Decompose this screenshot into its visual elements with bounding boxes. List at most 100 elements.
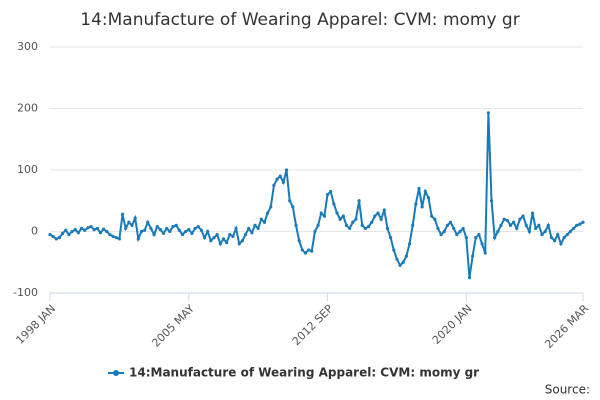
point	[407, 242, 412, 246]
point	[152, 232, 156, 237]
point	[530, 211, 535, 215]
point	[161, 231, 166, 235]
point	[461, 226, 465, 231]
point	[512, 220, 516, 224]
point	[48, 232, 52, 237]
point	[136, 237, 140, 241]
point	[382, 208, 386, 212]
point	[57, 236, 62, 240]
point	[225, 240, 229, 245]
point	[568, 229, 572, 234]
point	[423, 189, 427, 194]
point	[565, 232, 569, 237]
point	[212, 236, 216, 240]
point	[221, 237, 226, 241]
point	[448, 220, 453, 224]
point	[307, 248, 311, 252]
point	[351, 220, 355, 224]
point	[329, 189, 333, 194]
point	[139, 229, 144, 234]
point	[496, 229, 500, 234]
point	[51, 234, 55, 239]
point	[240, 239, 244, 243]
point	[411, 223, 415, 227]
point	[493, 236, 497, 240]
point	[284, 168, 289, 172]
point	[291, 205, 295, 209]
point	[196, 224, 200, 229]
point	[231, 234, 235, 239]
point	[325, 193, 330, 197]
point	[332, 202, 336, 206]
point	[120, 212, 125, 216]
point	[281, 180, 285, 184]
point	[61, 231, 65, 235]
point	[262, 220, 267, 224]
point	[253, 223, 257, 227]
point	[206, 229, 210, 234]
y-tick-label: 300	[17, 40, 38, 53]
point	[442, 229, 446, 234]
point	[275, 177, 279, 181]
point	[272, 183, 276, 187]
point	[102, 227, 106, 231]
point	[202, 236, 207, 240]
point	[278, 174, 282, 178]
point	[464, 236, 468, 240]
point	[354, 217, 358, 221]
point	[310, 249, 314, 253]
point	[215, 232, 219, 237]
point	[228, 232, 232, 237]
point	[527, 229, 531, 234]
point	[64, 228, 68, 232]
point	[546, 223, 550, 227]
point	[445, 223, 449, 227]
point	[524, 223, 528, 227]
legend-label: 14:Manufacture of Wearing Apparel: CVM: …	[129, 366, 479, 380]
point	[193, 226, 197, 231]
point	[98, 231, 103, 235]
point	[556, 232, 560, 237]
point	[168, 229, 172, 234]
point	[571, 226, 576, 231]
chart-title: 14:Manufacture of Wearing Apparel: CVM: …	[80, 10, 519, 30]
point	[190, 231, 194, 235]
point	[537, 223, 541, 227]
point	[534, 226, 538, 231]
point	[404, 254, 408, 258]
point	[319, 211, 323, 215]
point	[341, 214, 345, 218]
point	[505, 218, 509, 223]
point	[124, 226, 128, 231]
point	[370, 220, 374, 224]
point	[247, 226, 251, 231]
point	[269, 205, 273, 209]
point	[86, 226, 90, 230]
point	[477, 232, 481, 237]
point	[515, 226, 519, 231]
y-tick-label: 0	[31, 225, 38, 238]
point	[439, 232, 443, 237]
point	[146, 220, 150, 224]
point	[294, 223, 298, 227]
point	[389, 236, 393, 240]
point	[288, 199, 292, 203]
y-tick-label: -100	[13, 286, 38, 299]
point	[508, 223, 513, 227]
point	[376, 211, 380, 215]
point	[401, 260, 405, 264]
point	[575, 223, 579, 227]
point	[143, 228, 147, 232]
point	[114, 236, 118, 240]
point	[297, 239, 301, 243]
point	[430, 214, 434, 218]
point	[165, 226, 169, 231]
point	[79, 226, 84, 231]
point	[414, 202, 418, 206]
point	[540, 232, 544, 237]
point	[433, 217, 437, 221]
point	[322, 214, 326, 218]
point	[158, 228, 162, 232]
point	[237, 242, 241, 246]
point	[105, 229, 109, 234]
